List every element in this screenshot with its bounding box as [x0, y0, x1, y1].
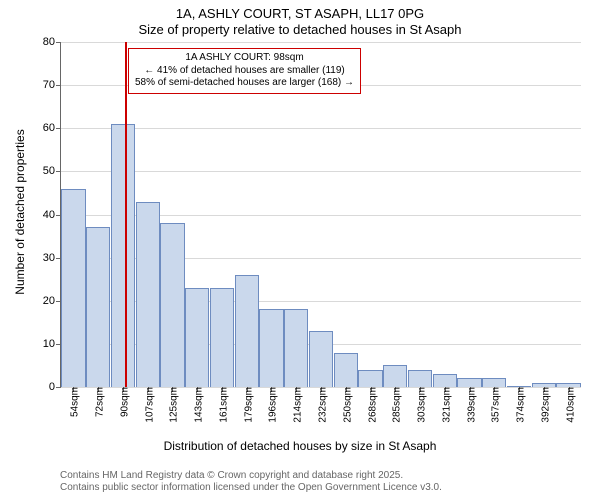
y-tick-label: 60 — [43, 122, 61, 134]
y-tick-label: 80 — [43, 36, 61, 48]
histogram-bar — [235, 275, 259, 387]
x-tick-label: 54sqm — [66, 387, 81, 417]
histogram-bar — [160, 223, 184, 387]
histogram-bar — [86, 227, 110, 387]
histogram-bar — [185, 288, 209, 387]
y-axis-label: Number of detached properties — [13, 112, 27, 312]
y-tick-label: 10 — [43, 338, 61, 350]
x-tick-label: 357sqm — [487, 387, 502, 423]
x-tick-label: 232sqm — [314, 387, 329, 423]
x-tick-label: 196sqm — [264, 387, 279, 423]
x-tick-label: 268sqm — [363, 387, 378, 423]
y-tick-label: 40 — [43, 209, 61, 221]
x-tick-label: 107sqm — [140, 387, 155, 423]
chart-title-line2: Size of property relative to detached ho… — [0, 22, 600, 37]
histogram-bar — [383, 365, 407, 387]
x-tick-label: 143sqm — [190, 387, 205, 423]
x-tick-label: 125sqm — [165, 387, 180, 423]
gridline — [61, 171, 581, 172]
y-tick-label: 70 — [43, 79, 61, 91]
histogram-bar — [309, 331, 333, 387]
y-tick-label: 50 — [43, 165, 61, 177]
histogram-bar — [136, 202, 160, 387]
y-tick-label: 0 — [49, 381, 61, 393]
gridline — [61, 128, 581, 129]
histogram-bar — [433, 374, 457, 387]
histogram-bar — [111, 124, 135, 387]
attribution-line2: Contains public sector information licen… — [60, 482, 442, 494]
x-tick-label: 321sqm — [437, 387, 452, 423]
x-tick-label: 214sqm — [289, 387, 304, 423]
histogram-bar — [61, 189, 85, 387]
histogram-bar — [210, 288, 234, 387]
attribution: Contains HM Land Registry data © Crown c… — [60, 470, 442, 494]
y-tick-label: 20 — [43, 295, 61, 307]
x-tick-label: 90sqm — [115, 387, 130, 417]
histogram-bar — [284, 309, 308, 387]
x-tick-label: 250sqm — [338, 387, 353, 423]
histogram-bar — [259, 309, 283, 387]
plot-area: 0102030405060708054sqm72sqm90sqm107sqm12… — [60, 42, 581, 388]
chart-title-line1: 1A, ASHLY COURT, ST ASAPH, LL17 0PG — [0, 6, 600, 21]
x-tick-label: 374sqm — [512, 387, 527, 423]
x-tick-label: 285sqm — [388, 387, 403, 423]
histogram-bar — [358, 370, 382, 387]
x-tick-label: 179sqm — [239, 387, 254, 423]
histogram-bar — [457, 378, 481, 387]
histogram-bar — [408, 370, 432, 387]
chart-container: 1A, ASHLY COURT, ST ASAPH, LL17 0PG Size… — [0, 0, 600, 500]
callout-line3: 58% of semi-detached houses are larger (… — [135, 77, 354, 90]
histogram-bar — [482, 378, 506, 387]
property-marker-line — [125, 42, 127, 387]
y-tick-label: 30 — [43, 252, 61, 264]
x-tick-label: 410sqm — [561, 387, 576, 423]
x-axis-label: Distribution of detached houses by size … — [0, 439, 600, 453]
x-tick-label: 303sqm — [413, 387, 428, 423]
x-tick-label: 72sqm — [91, 387, 106, 417]
x-tick-label: 392sqm — [536, 387, 551, 423]
gridline — [61, 42, 581, 43]
attribution-line1: Contains HM Land Registry data © Crown c… — [60, 470, 442, 482]
property-callout: 1A ASHLY COURT: 98sqm← 41% of detached h… — [128, 48, 361, 94]
x-tick-label: 161sqm — [214, 387, 229, 423]
histogram-bar — [334, 353, 358, 388]
callout-line2: ← 41% of detached houses are smaller (11… — [135, 65, 354, 78]
x-tick-label: 339sqm — [462, 387, 477, 423]
callout-line1: 1A ASHLY COURT: 98sqm — [135, 52, 354, 65]
